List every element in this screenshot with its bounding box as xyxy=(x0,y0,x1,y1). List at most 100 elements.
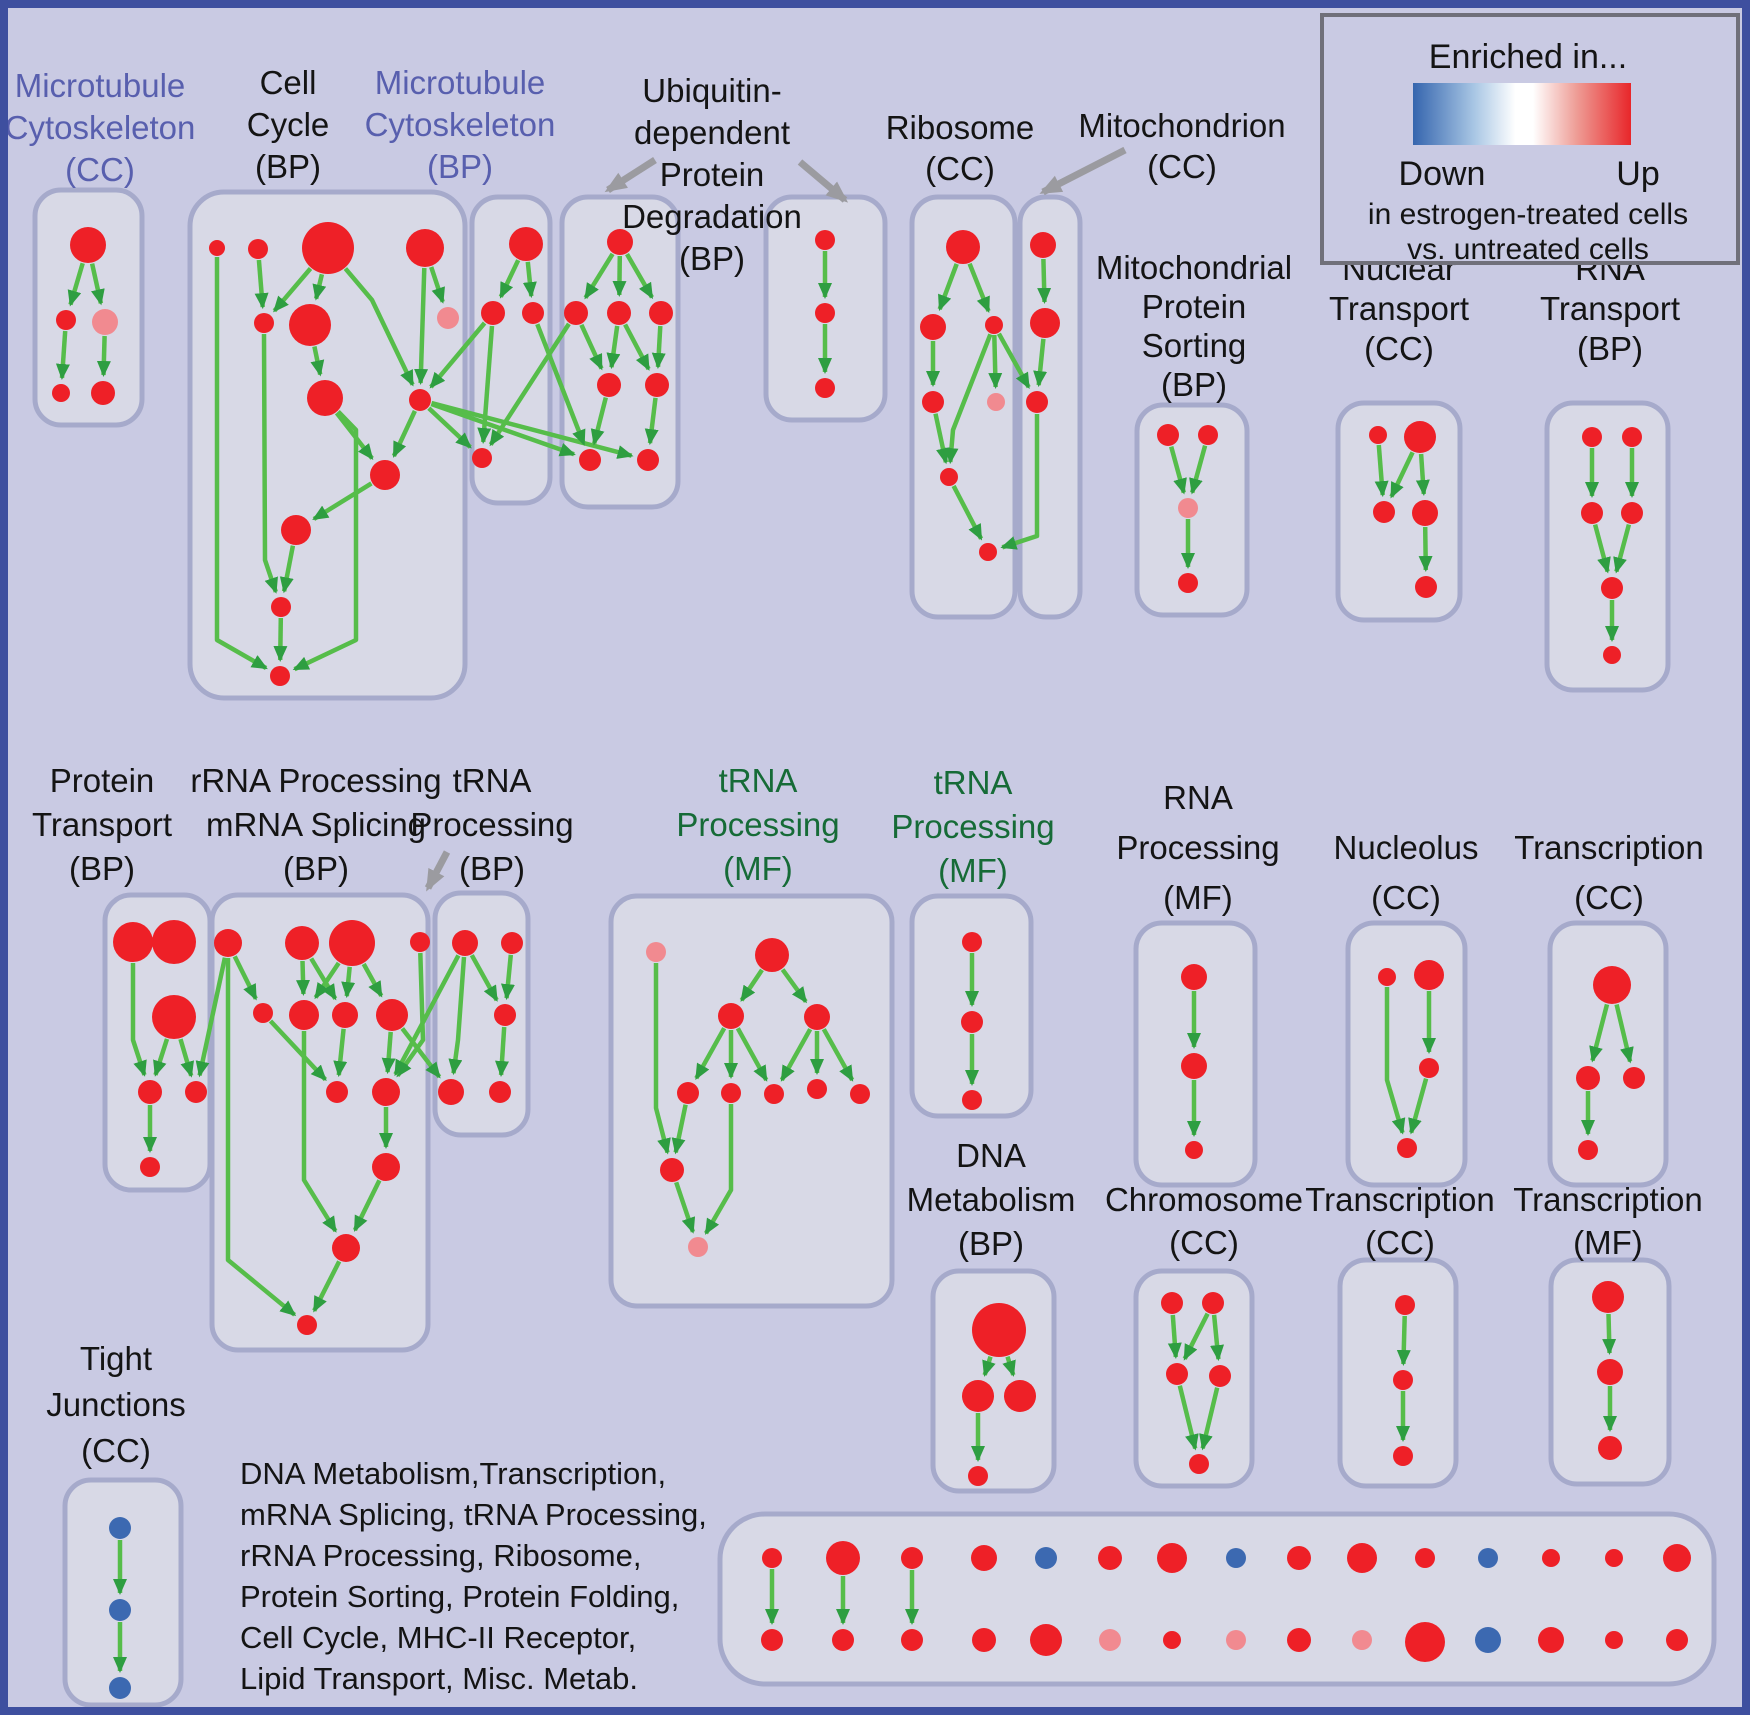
node-M6 xyxy=(721,1083,741,1103)
edge-D2-C4 xyxy=(488,322,571,447)
label-mitochondrial-protein-sorting-line-2: Sorting xyxy=(1142,327,1247,364)
node-F3 xyxy=(1026,391,1048,413)
node-X11b xyxy=(1405,1622,1445,1662)
callout-arrows-layer xyxy=(424,146,1127,892)
node-K8 xyxy=(376,999,408,1031)
edge-T2-T3 xyxy=(1182,1312,1210,1361)
node-K7 xyxy=(332,1002,358,1028)
node-I3 xyxy=(1581,502,1603,524)
node-G3 xyxy=(1178,498,1198,518)
node-M7 xyxy=(764,1084,784,1104)
label-protein-transport-bp-line-2: (BP) xyxy=(69,850,135,887)
edge-H2-H4 xyxy=(1415,453,1430,496)
edge-P3-P4 xyxy=(1408,1078,1429,1135)
node-K1 xyxy=(214,929,242,957)
group-box-tight-junctions-cc xyxy=(62,1477,184,1708)
edges-layer xyxy=(55,251,1639,1673)
edge-B2-B5 xyxy=(254,259,269,310)
label-rna-transport-bp-line-1: Transport xyxy=(1540,290,1680,327)
label-transcription-mf-line-1: (MF) xyxy=(1573,1224,1643,1261)
label-nuclear-transport-cc-line-1: Transport xyxy=(1329,290,1469,327)
node-P3 xyxy=(1419,1058,1439,1078)
label-ribosome-cc-line-0: Ribosome xyxy=(886,109,1035,146)
node-D6 xyxy=(645,373,669,397)
node-X6t xyxy=(1098,1546,1122,1570)
node-R5 xyxy=(987,393,1005,411)
label-tight-junctions-cc-line-2: (CC) xyxy=(81,1432,151,1469)
node-A1 xyxy=(70,227,106,263)
edge-K5-K9 xyxy=(268,1019,328,1082)
label-trna-processing-mf-2-line-1: Processing xyxy=(891,808,1054,845)
edge-J3-J5 xyxy=(178,1038,194,1078)
node-J6 xyxy=(140,1157,160,1177)
node-P2 xyxy=(1414,960,1444,990)
edge-J1-J4 xyxy=(130,963,147,1077)
node-X13b xyxy=(1538,1627,1564,1653)
node-U3 xyxy=(1393,1446,1413,1466)
group-box-microtubule-cc xyxy=(32,187,145,428)
label-tight-junctions-cc-line-0: Tight xyxy=(80,1340,152,1377)
edge-B12-B13 xyxy=(273,617,288,662)
edge-K3-K8 xyxy=(361,962,384,998)
node-X11t xyxy=(1415,1548,1435,1568)
label-mitochondrial-protein-sorting-line-3: (BP) xyxy=(1161,366,1227,403)
label-microtubule-bp-line-0: Microtubule xyxy=(375,64,546,101)
node-K12 xyxy=(332,1234,360,1262)
node-N2 xyxy=(961,1011,983,1033)
label-microtubule-cc-line-0: Microtubule xyxy=(15,67,186,104)
label-ubiquitin-degradation-1-line-4: (BP) xyxy=(679,240,745,277)
label-nuclear-transport-cc-line-2: (CC) xyxy=(1364,330,1434,367)
node-X1t xyxy=(762,1548,782,1568)
node-A3 xyxy=(92,309,118,335)
node-C2 xyxy=(481,301,505,325)
node-E2 xyxy=(815,303,835,323)
callout-arrow-0 xyxy=(604,157,657,193)
node-G2 xyxy=(1198,425,1218,445)
node-M10 xyxy=(660,1158,684,1182)
edge-C2-B9 xyxy=(429,321,487,389)
node-J5 xyxy=(185,1081,207,1103)
node-O3 xyxy=(1185,1141,1203,1159)
node-D7 xyxy=(579,449,601,471)
group-box-rrna-processing-mrna-splicing xyxy=(209,892,431,1353)
node-M11 xyxy=(688,1237,708,1257)
misc-clusters-caption-line-1: mRNA Splicing, tRNA Processing, xyxy=(240,1497,707,1532)
node-B13 xyxy=(270,666,290,686)
label-transcription-mf-line-0: Transcription xyxy=(1513,1181,1703,1218)
node-F1 xyxy=(1030,232,1056,258)
node-R2 xyxy=(920,314,946,340)
node-X13t xyxy=(1542,1549,1560,1567)
edge-B3-B9 xyxy=(343,267,415,387)
edge-G2-G3 xyxy=(1189,445,1208,495)
edge-K8-K10 xyxy=(381,1031,396,1075)
node-L5 xyxy=(489,1081,511,1103)
node-C4 xyxy=(472,448,492,468)
node-T2 xyxy=(1202,1292,1224,1314)
node-T3 xyxy=(1166,1363,1188,1385)
edge-M3-M5 xyxy=(694,1027,727,1080)
label-chromosome-cc-line-0: Chromosome xyxy=(1105,1181,1303,1218)
node-B7 xyxy=(437,307,459,329)
node-Q2 xyxy=(1576,1066,1600,1090)
node-V1 xyxy=(1592,1281,1624,1313)
edge-B4-B7 xyxy=(429,266,445,304)
group-box-chromosome-cc xyxy=(1133,1268,1255,1489)
node-M4 xyxy=(804,1004,830,1030)
edge-M2-M4 xyxy=(780,968,808,1004)
label-trna-processing-mf-1-line-2: (MF) xyxy=(723,850,793,887)
edge-A2-A4 xyxy=(55,330,70,380)
label-cell-cycle-line-1: Cycle xyxy=(247,106,330,143)
edge-B6-B8 xyxy=(310,346,325,377)
label-microtubule-cc-line-1: Cytoskeleton xyxy=(5,109,196,146)
node-X10t xyxy=(1347,1543,1377,1573)
edge-D6-D8 xyxy=(644,397,659,446)
node-T1 xyxy=(1161,1292,1183,1314)
label-rna-processing-mf-line-2: (MF) xyxy=(1163,879,1233,916)
label-tight-junctions-cc-line-1: Junctions xyxy=(46,1386,185,1423)
edge-B10-B11 xyxy=(312,481,373,521)
node-B8 xyxy=(307,380,343,416)
label-rna-processing-mf-line-0: RNA xyxy=(1163,779,1233,816)
label-transcription-cc-row3-line-0: Transcription xyxy=(1305,1181,1495,1218)
edge-L1-L3 xyxy=(469,954,499,1002)
